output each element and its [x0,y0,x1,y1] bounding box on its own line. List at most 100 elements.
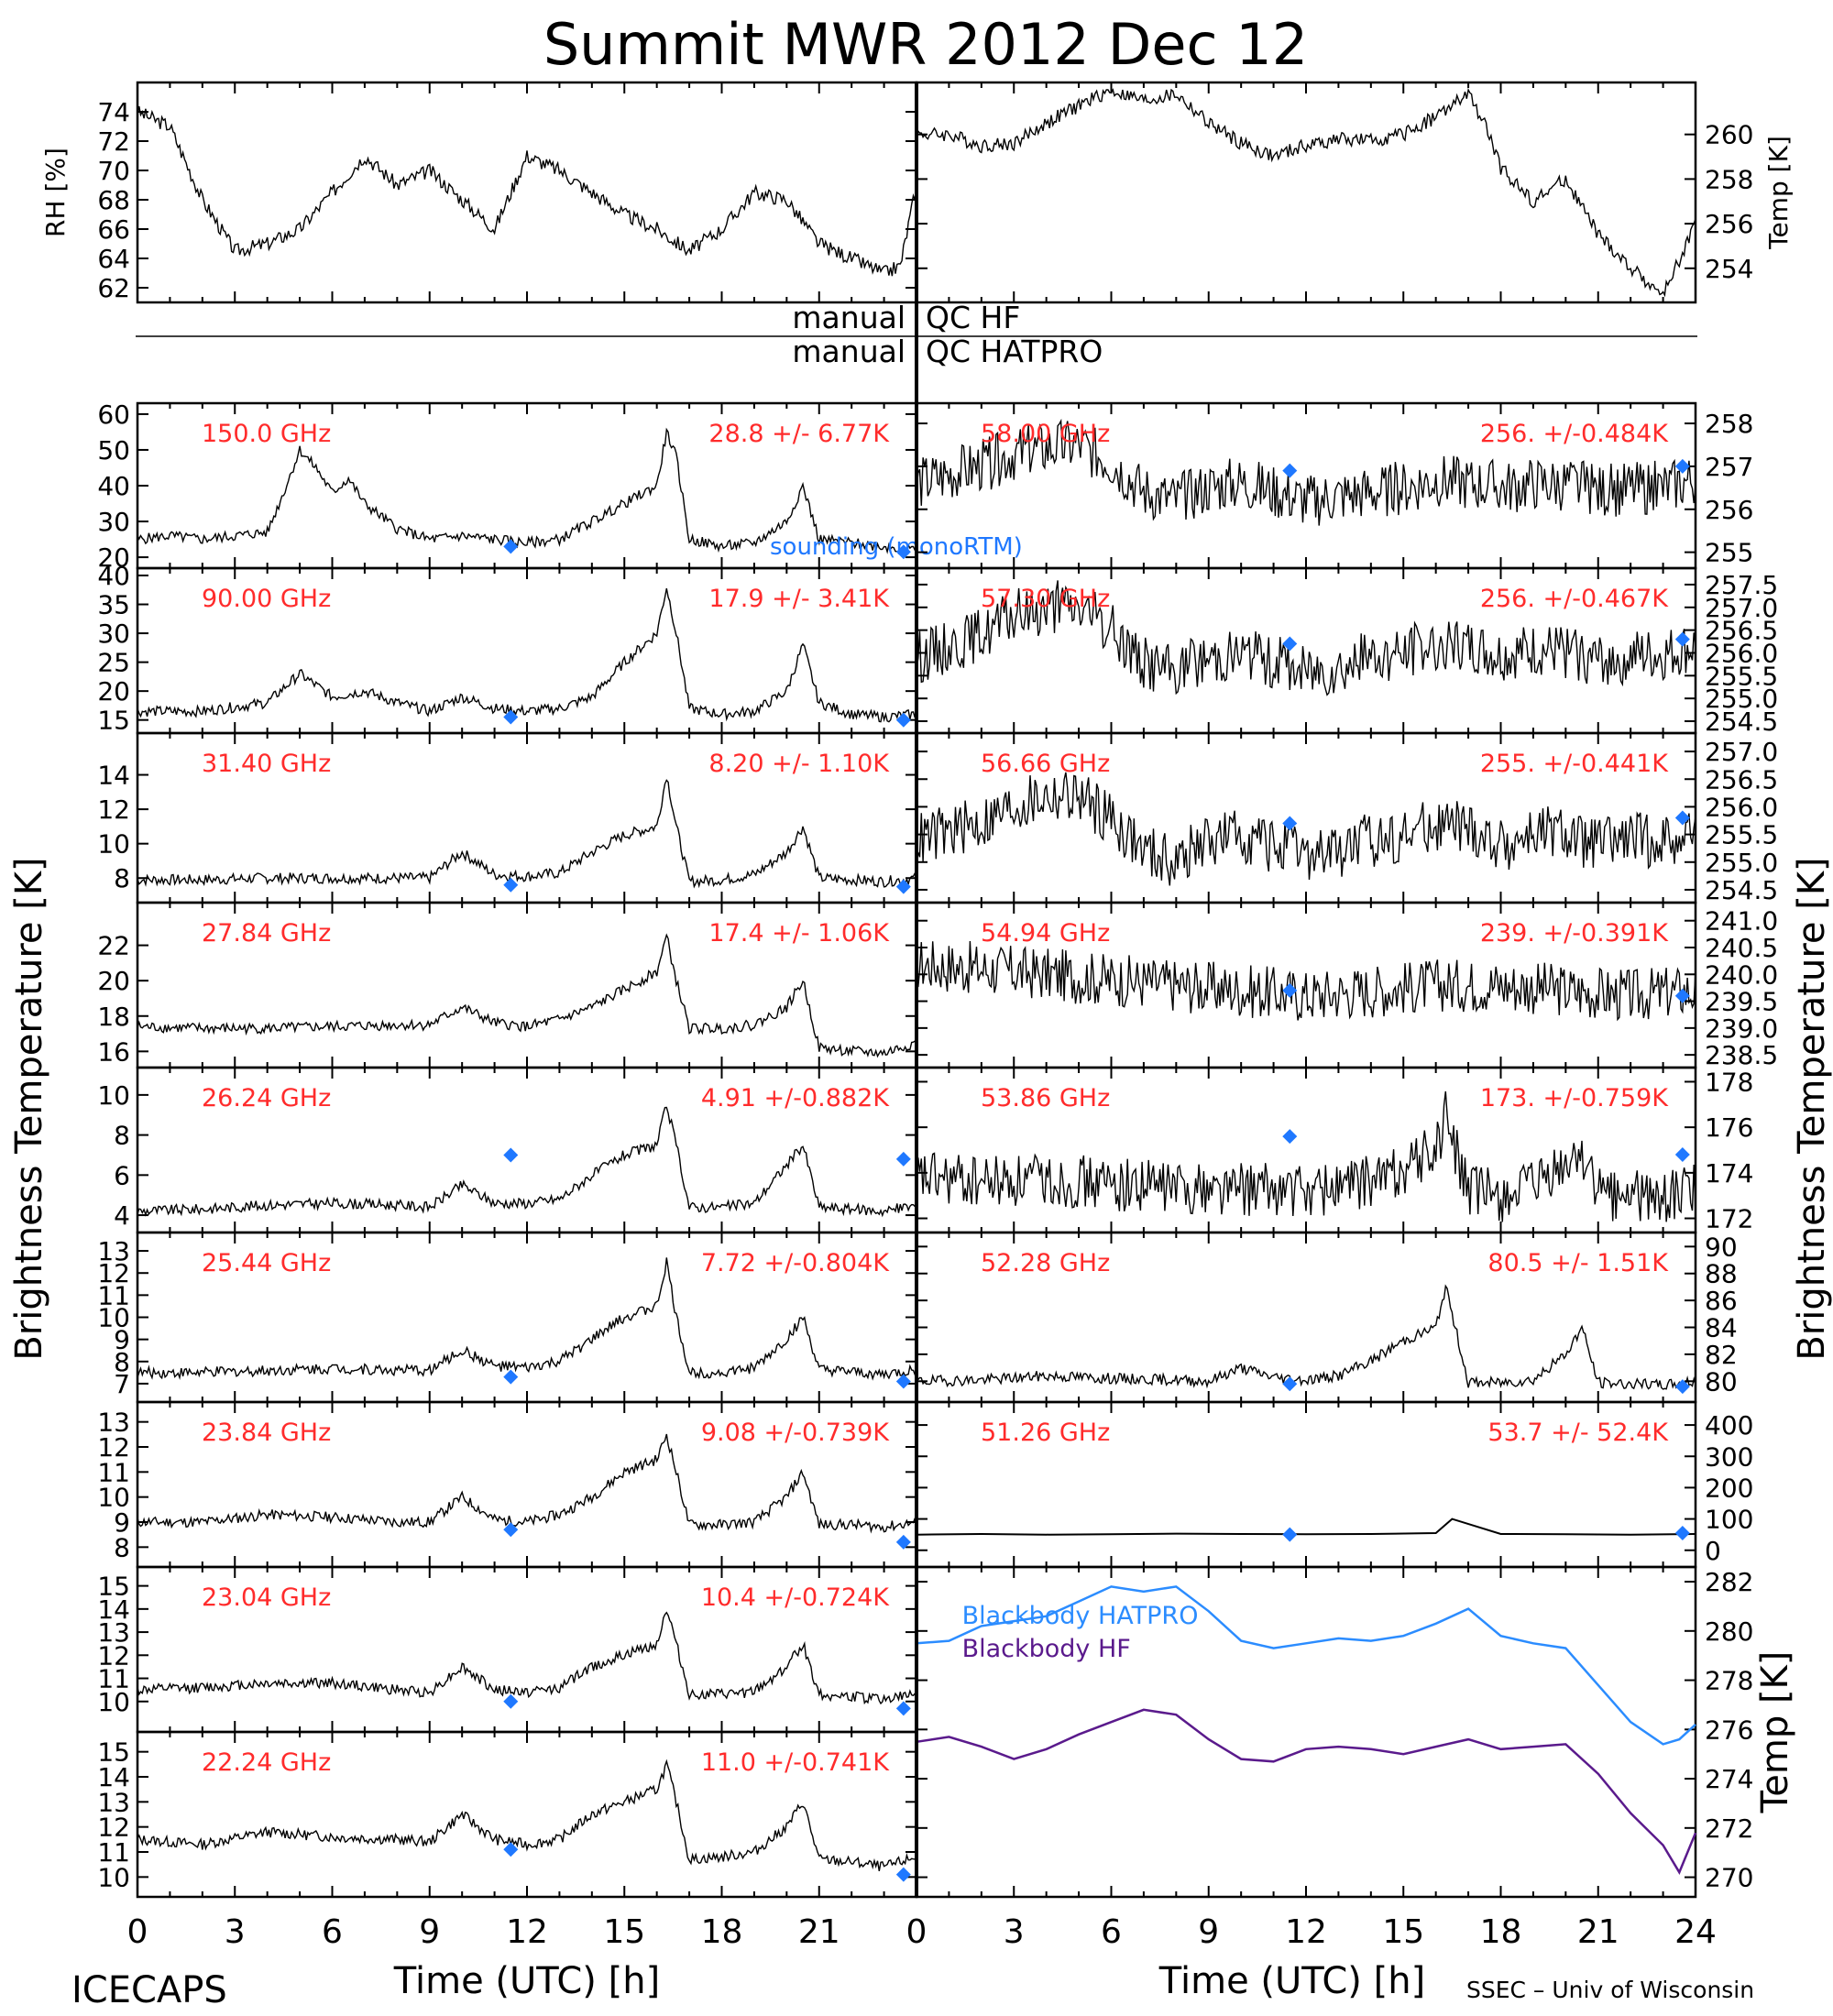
y-tick-label: 176 [1705,1112,1753,1143]
x-tick-label-right: 9 [1198,1913,1219,1951]
x-tick-label-left: 18 [701,1913,743,1951]
y-tick-label: 15 [97,706,130,736]
qc-hf-left: manual [792,300,906,335]
qc-hatpro-right: QC HATPRO [926,334,1103,369]
y-tick-label: 40 [97,471,130,501]
y-tick-label: 84 [1705,1313,1738,1343]
x-tick-label-left: 12 [506,1913,548,1951]
y-tick-label: 254 [1705,254,1753,284]
y-tick-label: 254.5 [1705,875,1778,905]
y-tick-label: 255.0 [1705,684,1778,714]
sounding-point [1674,631,1690,647]
sounding-point [503,1842,519,1857]
y-tick-label: 90 [1705,1232,1738,1262]
freq-label: 54.94 GHz [981,919,1110,948]
trace-tb-150 [137,427,917,554]
y-tick-label: 256 [1705,209,1753,239]
trace-tb-5228 [916,1284,1696,1390]
y-tick-label: 8 [114,1121,130,1151]
y-tick-label: 20 [97,966,130,996]
panel-tb-5386: 172 174 176 178 53.86 GHz 173. +/-0.759K [915,1066,1753,1234]
panel-temp: 254 256 258 260 Temp [K] [915,81,1794,304]
y-tick-label: 282 [1705,1567,1753,1597]
sounding-point [895,1701,911,1716]
y-tick-label: 80 [1705,1366,1738,1397]
panel-frame-temp [915,81,1697,304]
panel-tb-58: 255 256 257 258 58.00 GHz 256. +/-0.484K [915,401,1753,570]
trace-tb-5386 [916,1090,1696,1222]
y-tick-label: 257.0 [1705,593,1778,623]
y-tick-label: 178 [1705,1067,1753,1097]
sounding-point [895,1151,911,1167]
sounding-point [1674,810,1690,826]
y-tick-label: 256.0 [1705,638,1778,668]
y-tick-label: 60 [97,400,130,430]
y-tick-label: 12 [97,1640,130,1671]
stats-label: 7.72 +/-0.804K [701,1249,890,1277]
y-tick-label: 6 [114,1160,130,1190]
y-tick-label: 11 [97,1457,130,1487]
qc-hf-right: QC HF [926,300,1020,335]
y-tick-label: 50 [97,435,130,466]
y-tick-label: 30 [97,619,130,649]
y-tick-label: 18 [97,1002,130,1032]
sounding-point [503,1369,519,1385]
x-tick-label-left: 21 [798,1913,840,1951]
stats-label: 9.08 +/-0.739K [701,1419,890,1447]
trace-rh [137,105,917,277]
qc-hatpro-left: manual [792,334,906,369]
y-tick-label: 64 [97,244,130,274]
trace-tb-2624 [137,1106,917,1218]
y-tick-label: 278 [1705,1666,1753,1696]
y-tick-label: 256.0 [1705,792,1778,822]
y-tick-label: 12 [97,794,130,825]
y-tick-label: 62 [97,273,130,303]
y-tick-label: 35 [97,590,130,620]
y-tick-label: 276 [1705,1715,1753,1745]
chart-title: Summit MWR 2012 Dec 12 [543,11,1308,78]
y-tick-label: 14 [97,1594,130,1625]
y-tick-label: 11 [97,1837,130,1868]
y-tick-label: 100 [1705,1505,1753,1535]
y-tick-label: 13 [97,1236,130,1266]
y-tick-label: 255.0 [1705,848,1778,878]
trace-tb-2304 [137,1611,917,1705]
y-tick-label: 14 [97,1762,130,1792]
stats-label: 10.4 +/-0.724K [701,1583,890,1612]
y-tick-label: 10 [97,1687,130,1717]
stats-label: 17.4 +/- 1.06K [708,919,890,948]
y-tick-label: 200 [1705,1473,1753,1503]
trace-tb-5666 [916,772,1696,886]
panel-tb-2784: 16 18 20 22 27.84 GHz 17.4 +/- 1.06K [97,901,918,1069]
freq-label: 25.44 GHz [202,1249,331,1277]
sounding-point [895,1867,911,1882]
y-tick-label: 172 [1705,1204,1753,1234]
panel-tb-2624: 4 6 8 10 26.24 GHz 4.91 +/-0.882K [97,1066,918,1234]
y-tick-label: 255 [1705,538,1753,568]
stats-label: 53.7 +/- 52.4K [1487,1419,1669,1447]
freq-label: 53.86 GHz [981,1084,1110,1112]
sounding-point [503,1522,519,1538]
y-tick-label: 10 [97,829,130,860]
stats-label: 4.91 +/-0.882K [701,1084,890,1112]
sounding-point [503,709,519,725]
ylabel-left: Brightness Temperature [K] [8,857,50,1360]
stats-label: 80.5 +/- 1.51K [1487,1249,1669,1277]
y-tick-label: 15 [97,1737,130,1768]
y-tick-label: 30 [97,507,130,537]
y-tick-label: 239.5 [1705,987,1778,1017]
y-tick-label: 270 [1705,1863,1753,1893]
legend-bb-hatpro: Blackbody HATPRO [962,1602,1199,1630]
trace-tb-5126 [916,1517,1696,1536]
y-tick-label: 8 [114,863,130,893]
y-tick-label: 8 [114,1347,130,1377]
sounding-note: sounding (monoRTM) [770,533,1023,561]
sounding-point [895,1534,911,1550]
x-tick-label-right: 24 [1674,1913,1717,1951]
trace-tb-58 [916,418,1696,526]
